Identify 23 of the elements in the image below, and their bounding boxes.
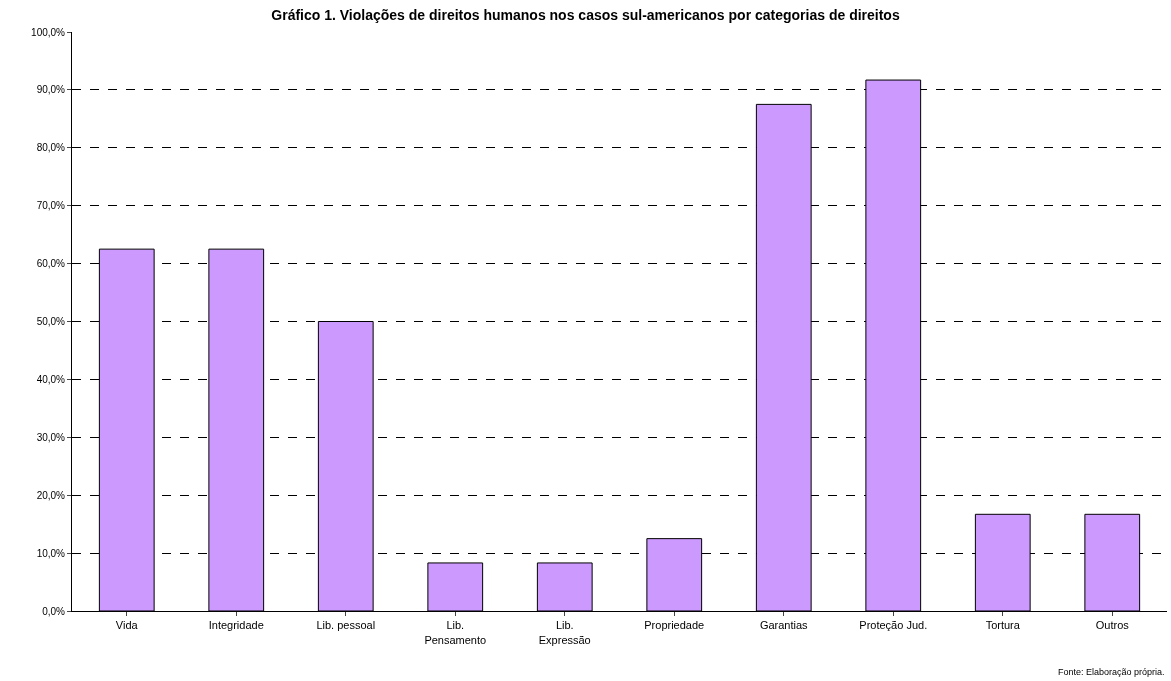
source-note: Fonte: Elaboração própria. [1058, 667, 1165, 677]
x-tick-label: Lib. pessoal [316, 619, 376, 632]
y-tick-label: 100,0% [31, 26, 66, 38]
x-tick-label: Proteção Jud. [859, 619, 928, 632]
y-tick-label: 30,0% [36, 431, 66, 443]
x-tick-label: Lib. Expressão [538, 619, 591, 646]
x-tick-label: Vida [115, 619, 139, 632]
y-tick-label: 0,0% [42, 605, 66, 617]
y-tick-label: 80,0% [36, 142, 66, 154]
x-tick-label: Outros [1095, 619, 1130, 632]
y-tick-label: 90,0% [36, 84, 66, 96]
x-tick-label: Tortura [985, 619, 1021, 632]
y-tick-label: 50,0% [36, 316, 66, 327]
x-tick-label: Lib. Pensamento [424, 619, 487, 646]
x-tick-label: Garantias [759, 619, 809, 632]
y-tick-label: 60,0% [36, 258, 66, 270]
x-tick-label: Propriedade [644, 619, 705, 632]
y-tick-label: 10,0% [36, 547, 66, 559]
chart-title: Gráfico 1. Violações de direitos humanos nos casos sul-americanos por categorias de direitos [271, 7, 900, 24]
y-tick-label: 70,0% [36, 200, 66, 212]
y-tick-label: 40,0% [36, 373, 66, 385]
x-tick-label: Integridade [208, 619, 264, 632]
y-tick-label: 20,0% [36, 489, 66, 501]
